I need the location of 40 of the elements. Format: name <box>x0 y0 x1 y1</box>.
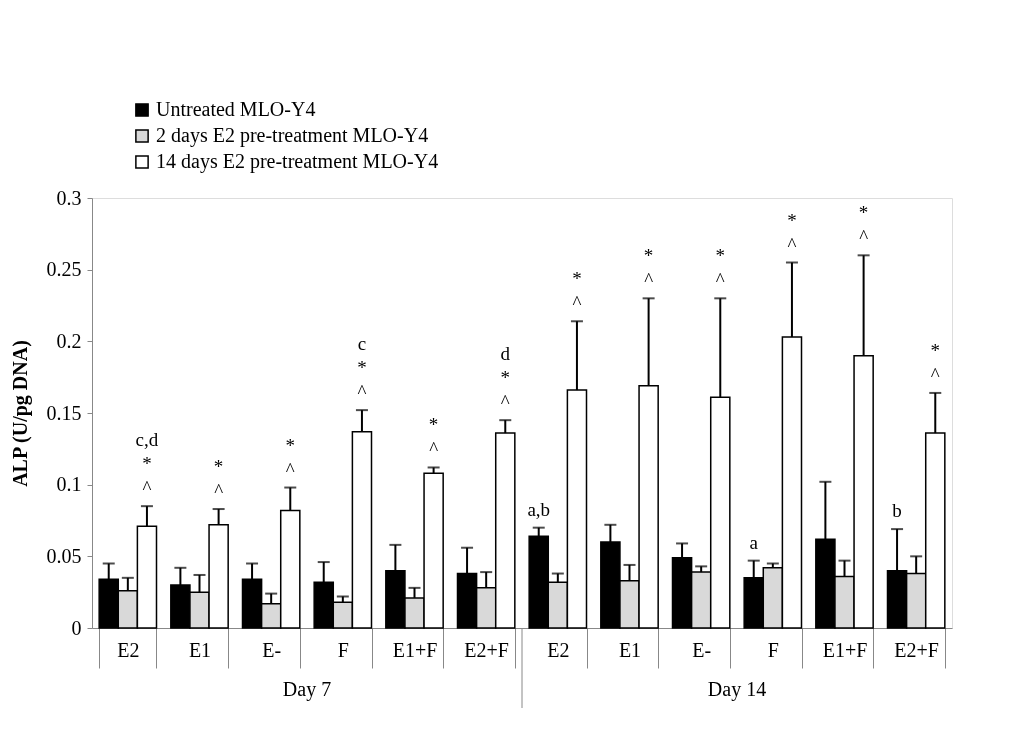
text: * ^ <box>428 414 439 460</box>
y-tick-label: 0.05 <box>46 544 82 567</box>
x-tick-label: E- <box>262 638 282 661</box>
legend-label: Untreated MLO-Y4 <box>156 98 316 120</box>
x-tick-label: E2+F <box>894 638 939 661</box>
y-axis-title: ALP (U/pg DNA) <box>8 340 32 487</box>
x-tick-label: E1+F <box>392 638 438 661</box>
text: * ^ <box>643 245 654 291</box>
x-tick-label: E2 <box>547 638 570 661</box>
x-tick-label: E1 <box>188 638 212 661</box>
data-label: a <box>749 531 759 553</box>
y-tick-label: 0.3 <box>56 186 82 209</box>
data-label: b <box>892 500 902 522</box>
y-tick-label: 0.2 <box>56 329 82 352</box>
y-tick-label: 0 <box>71 616 82 639</box>
text: * ^ <box>285 434 296 480</box>
legend-label: 14 days E2 pre-treatment MLO-Y4 <box>156 150 439 173</box>
y-tick-label: 0.25 <box>46 258 82 281</box>
legend-label: 2 days E2 pre-treatment MLO-Y4 <box>156 124 429 147</box>
x-tick-label: E- <box>692 638 712 661</box>
text: * ^ <box>787 209 797 255</box>
y-tick-label: 0.15 <box>46 401 82 424</box>
text: d * ^ <box>500 343 511 413</box>
text: Day 7 <box>282 678 332 701</box>
y-tick-label: 0.1 <box>56 473 82 496</box>
x-tick-label: E2+F <box>464 638 509 661</box>
text: * ^ <box>715 245 726 291</box>
text: c,d * ^ <box>135 429 159 499</box>
x-tick-label: F <box>337 638 349 661</box>
text: * ^ <box>213 456 224 502</box>
data-label: a,b <box>527 498 551 520</box>
x-tick-label: E2 <box>117 638 140 661</box>
x-tick-label: F <box>767 638 779 661</box>
x-tick-label: E1 <box>618 638 642 661</box>
text: Day 14 <box>707 678 767 701</box>
text: * ^ <box>572 268 582 314</box>
text: c * ^ <box>357 333 367 403</box>
text: * ^ <box>858 202 869 248</box>
x-tick-label: E1+F <box>822 638 868 661</box>
text: * ^ <box>930 339 941 385</box>
